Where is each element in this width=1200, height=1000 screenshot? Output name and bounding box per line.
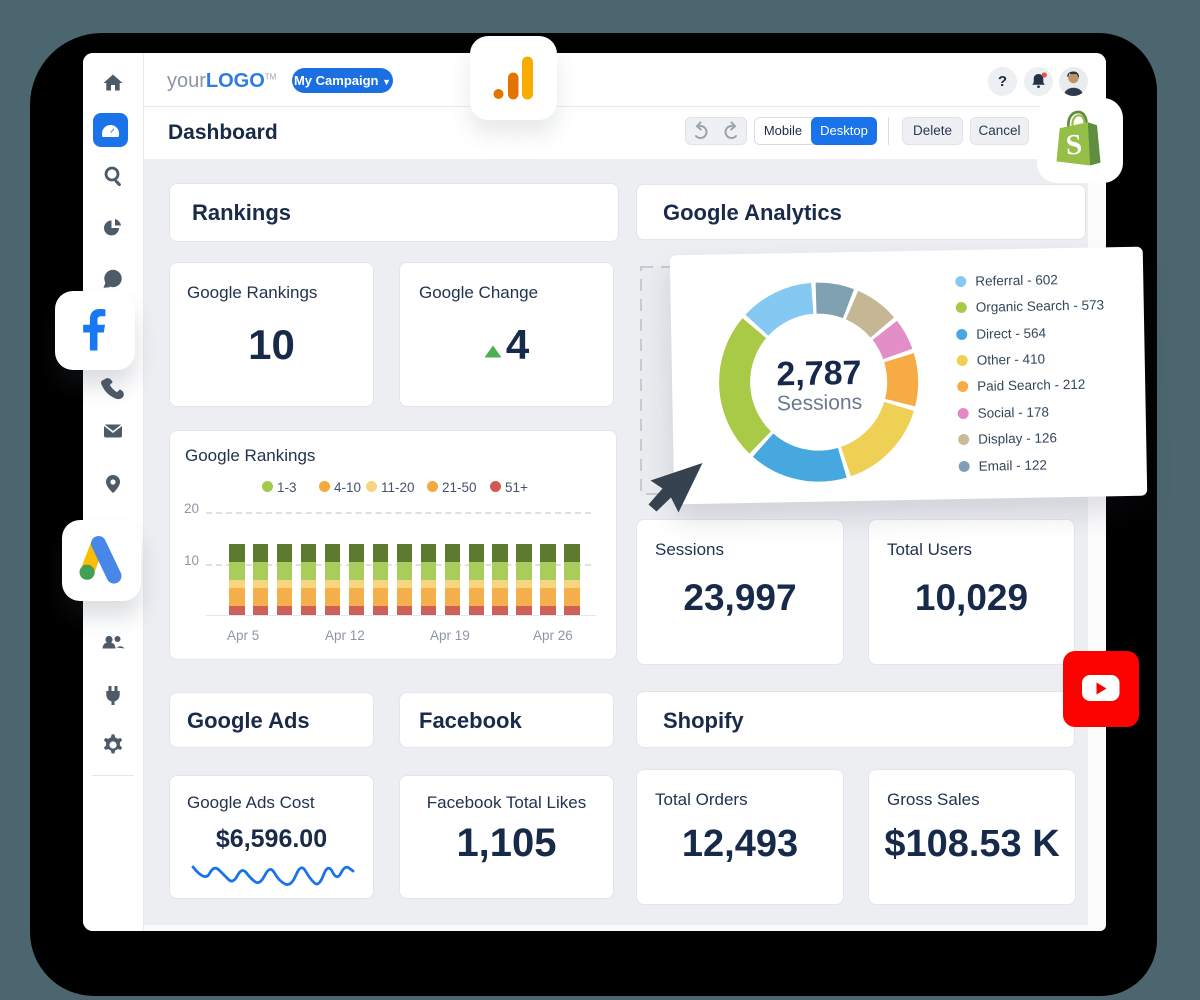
- svg-text:S: S: [1065, 128, 1083, 161]
- svg-text:2,787: 2,787: [776, 354, 862, 394]
- svg-text:Sessions: Sessions: [777, 391, 863, 416]
